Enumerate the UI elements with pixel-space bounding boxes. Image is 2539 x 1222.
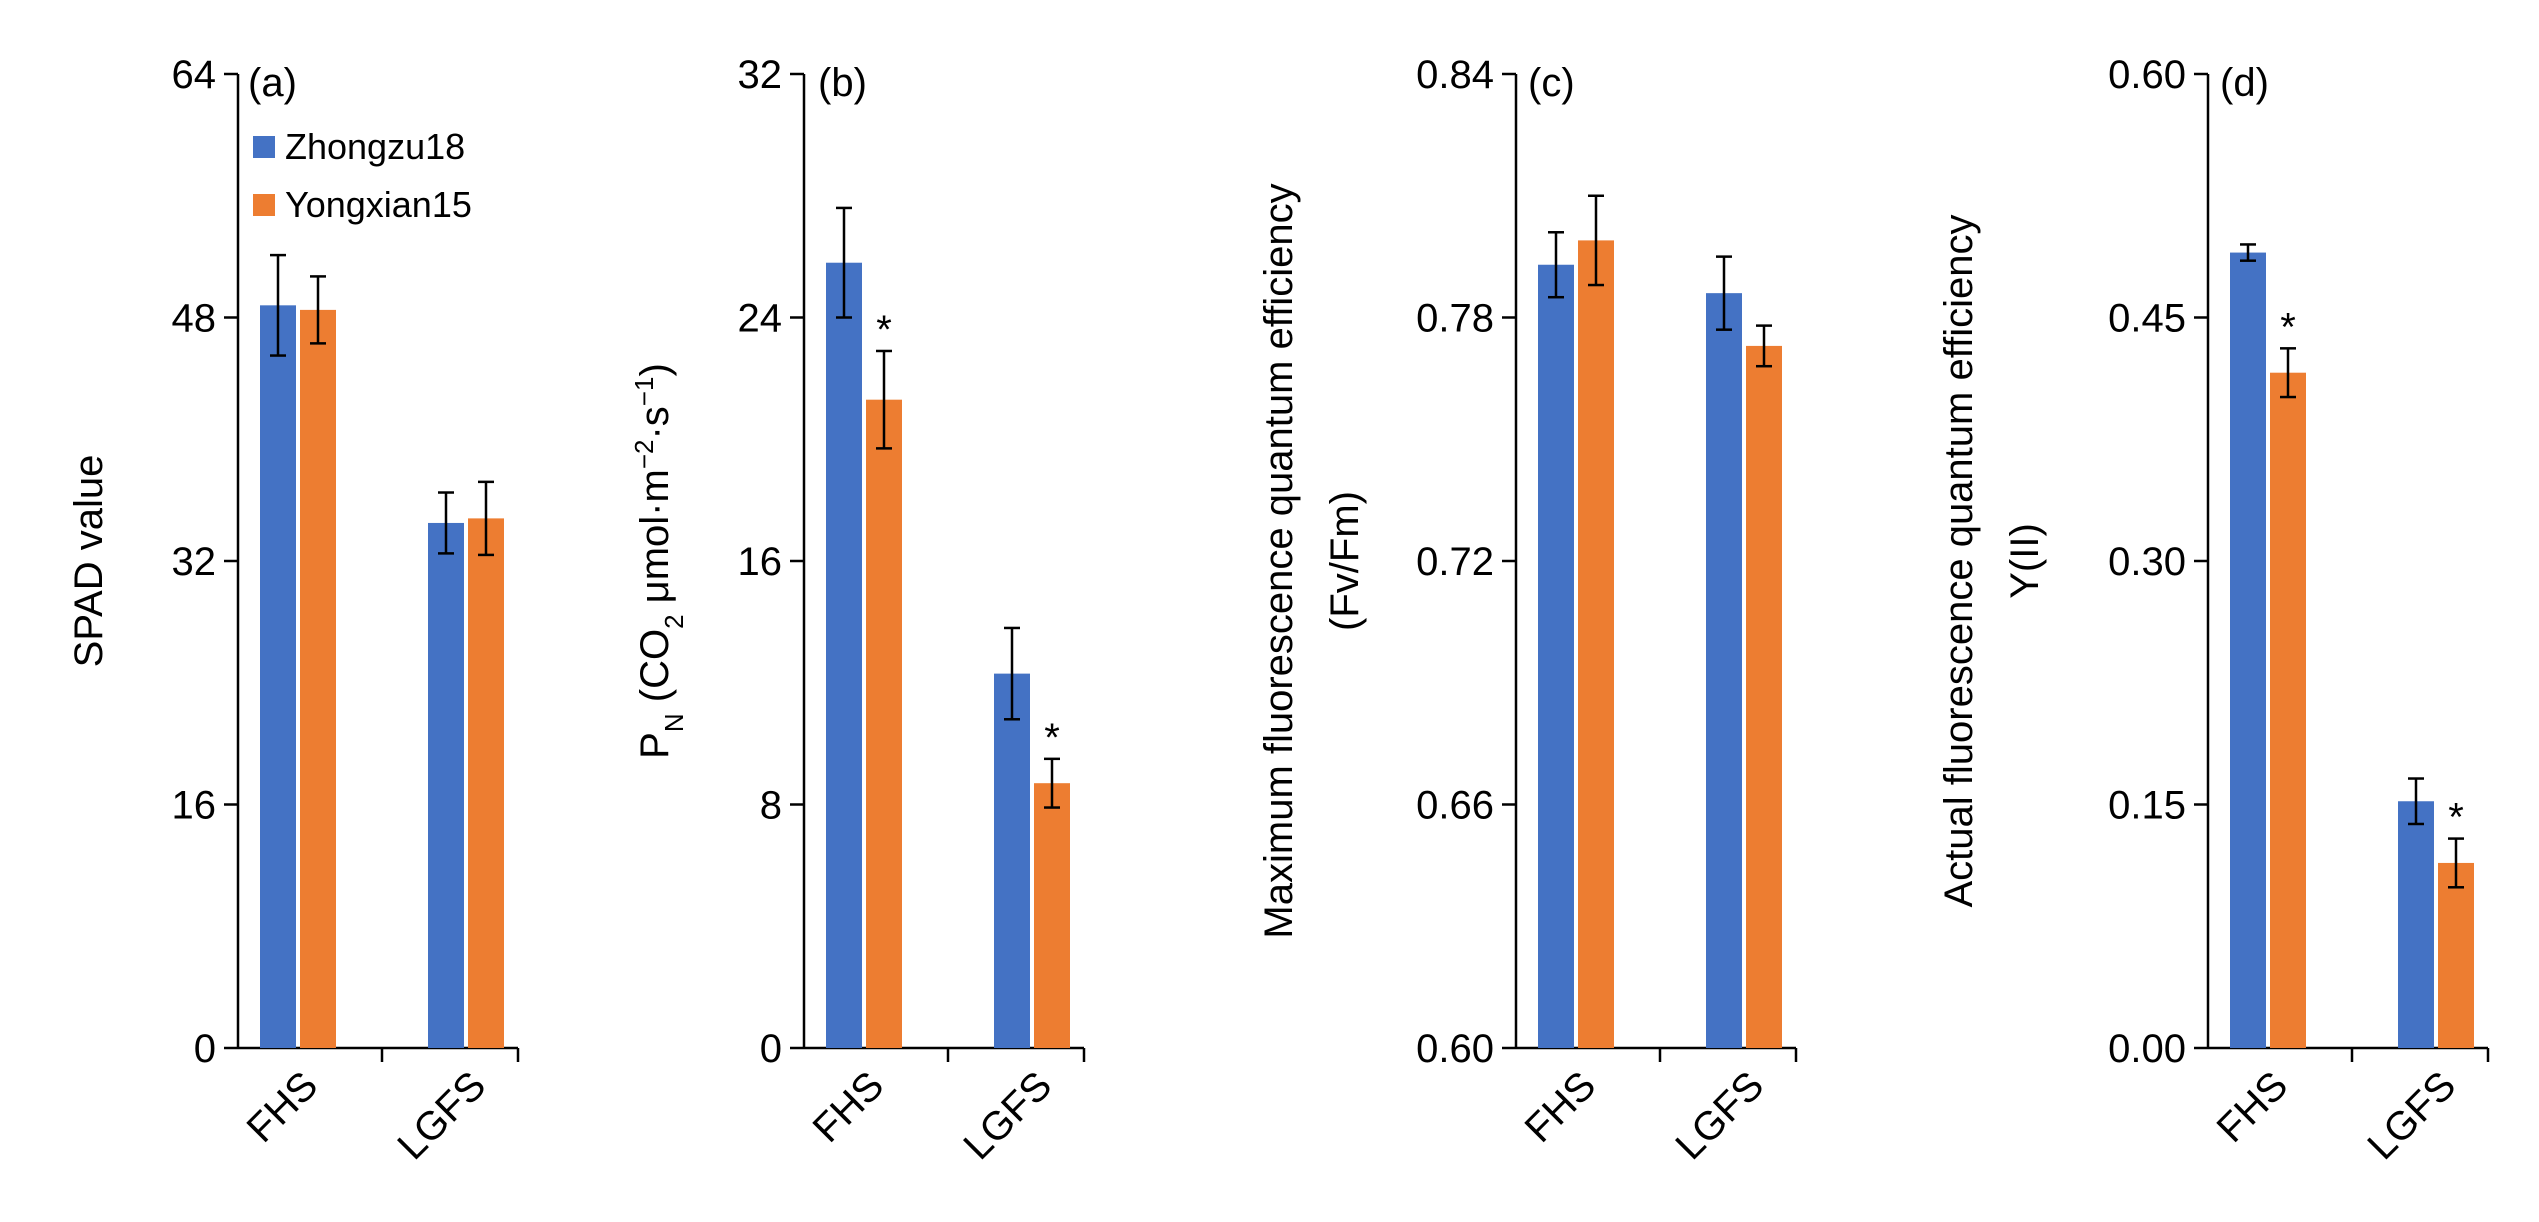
panel-4-y-tick-label: 0.15 — [2108, 784, 2186, 828]
panel-2-bar-zhongzu18-lgfs — [994, 673, 1030, 1048]
legend-item-yongxian15: Yongxian15 — [253, 176, 472, 234]
legend-swatch-yongxian15 — [253, 194, 275, 216]
panel-2-category-label-lgfs: LGFS — [955, 1063, 1060, 1168]
panel-1-bar-yongxian15-lgfs — [468, 518, 504, 1048]
panel-2-bar-zhongzu18-fhs — [826, 262, 862, 1048]
panel-3-category-label-lgfs: LGFS — [1667, 1063, 1772, 1168]
panel-4-category-label-fhs: FHS — [2209, 1063, 2297, 1151]
panel-3-y-axis-title: Maximum fluorescence quantum efficiency — [1257, 183, 1301, 938]
panel-1-bar-yongxian15-fhs — [300, 309, 336, 1048]
y-axis-title-part: ) — [633, 363, 677, 376]
panel-1-panel-label: (a) — [248, 61, 297, 105]
panel-3-y-tick-label: 0.66 — [1416, 784, 1494, 828]
panel-2-y-tick-label: 24 — [738, 297, 783, 341]
panel-3-y-tick-label: 0.78 — [1416, 297, 1494, 341]
panel-2-category-label-fhs: FHS — [805, 1063, 893, 1151]
panel-3-bar-zhongzu18-fhs — [1538, 264, 1574, 1048]
y-axis-title-part: P — [633, 732, 677, 759]
panel-3-bar-yongxian15-lgfs — [1746, 345, 1782, 1048]
legend-swatch-zhongzu18 — [253, 136, 275, 158]
panel-4-bar-yongxian15-fhs — [2270, 372, 2306, 1048]
panel-1-y-tick-label: 64 — [172, 53, 217, 97]
panel-1-bar-zhongzu18-fhs — [260, 305, 296, 1048]
panel-3-bar-yongxian15-fhs — [1578, 240, 1614, 1048]
panel-1-y-tick-label: 48 — [172, 297, 217, 341]
panel-2-bar-yongxian15-lgfs — [1034, 783, 1070, 1048]
panel-1-y-axis-title: SPAD value — [67, 455, 111, 668]
panel-2-y-axis-title: PN (CO2 μmol·m−2·s−1) — [629, 363, 689, 759]
y-axis-title-part: N — [659, 713, 689, 732]
panel-1-y-tick-label: 0 — [194, 1027, 216, 1071]
y-axis-title-part: −2 — [629, 440, 659, 470]
panel-4-y-axis-title: Y(II) — [2003, 523, 2047, 599]
panel-4-bar-yongxian15-lgfs — [2438, 862, 2474, 1048]
panel-3-panel-label: (c) — [1528, 61, 1575, 105]
panel-3-bar-zhongzu18-lgfs — [1706, 293, 1742, 1048]
panel-1-bar-zhongzu18-lgfs — [428, 522, 464, 1048]
panel-4-category-label-lgfs: LGFS — [2359, 1063, 2464, 1168]
panel-2-significance-mark: * — [1044, 716, 1060, 760]
panel-1-y-tick-label: 16 — [172, 784, 217, 828]
panel-4-significance-mark: * — [2280, 305, 2296, 349]
panel-2-bar-yongxian15-fhs — [866, 399, 902, 1048]
legend: Zhongzu18 Yongxian15 — [253, 118, 472, 234]
panel-2-significance-mark: * — [876, 308, 892, 352]
legend-item-zhongzu18: Zhongzu18 — [253, 118, 472, 176]
panel-4-y-axis-title: Actual fluorescence quantum efficiency — [1937, 215, 1981, 908]
panel-3-category-label-fhs: FHS — [1517, 1063, 1605, 1151]
legend-label-yongxian15: Yongxian15 — [285, 184, 472, 225]
panel-2-y-tick-label: 0 — [760, 1027, 782, 1071]
panel-3-y-tick-label: 0.72 — [1416, 540, 1494, 584]
panel-1-y-tick-label: 32 — [172, 540, 217, 584]
legend-label-zhongzu18: Zhongzu18 — [285, 126, 466, 167]
panel-3-y-tick-label: 0.60 — [1416, 1027, 1494, 1071]
panel-1-category-label-lgfs: LGFS — [389, 1063, 494, 1168]
panel-2-y-tick-label: 8 — [760, 784, 782, 828]
panel-4-y-tick-label: 0.00 — [2108, 1027, 2186, 1071]
panel-4-y-tick-label: 0.30 — [2108, 540, 2186, 584]
panel-3-y-tick-label: 0.84 — [1416, 53, 1494, 97]
panel-1-category-label-fhs: FHS — [239, 1063, 327, 1151]
y-axis-title-part: (CO — [633, 629, 677, 713]
panel-2-panel-label: (b) — [818, 61, 867, 105]
panel-4-y-tick-label: 0.60 — [2108, 53, 2186, 97]
panel-4-significance-mark: * — [2448, 796, 2464, 840]
panel-4-bar-zhongzu18-fhs — [2230, 252, 2266, 1049]
y-axis-title-part: ·s — [633, 406, 677, 439]
y-axis-title-part: −1 — [629, 377, 659, 407]
panel-4-bar-zhongzu18-lgfs — [2398, 801, 2434, 1048]
panel-3-y-axis-title: (Fv/Fm) — [1323, 491, 1367, 631]
panel-2-y-tick-label: 16 — [738, 540, 783, 584]
panel-4-panel-label: (d) — [2220, 61, 2269, 105]
y-axis-title-part: 2 — [659, 614, 689, 628]
panel-4-y-tick-label: 0.45 — [2108, 297, 2186, 341]
y-axis-title-part: μmol·m — [633, 469, 677, 614]
panel-2-y-tick-label: 32 — [738, 53, 783, 97]
